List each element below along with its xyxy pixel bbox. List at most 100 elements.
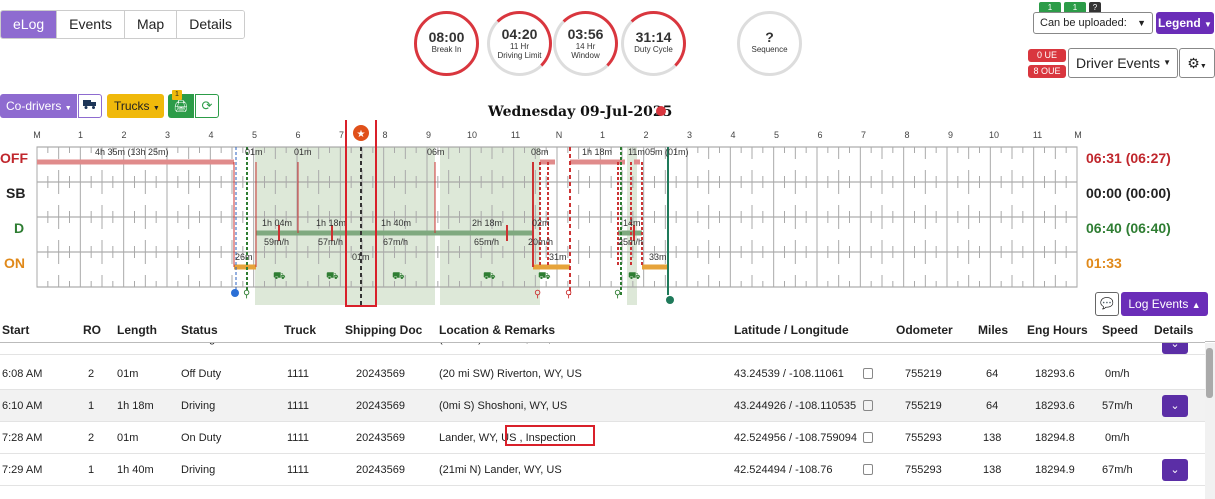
driver-events-select[interactable]: Driver Events ▼: [1068, 48, 1178, 78]
tab-map[interactable]: Map: [124, 11, 178, 38]
svg-text:⛟: ⛟: [326, 271, 339, 282]
date-status-icon: [656, 106, 666, 116]
comment-button[interactable]: 💬: [1095, 292, 1119, 316]
cell-latlon: 43.24539 / -108.11061: [734, 368, 844, 380]
col-status: Status: [181, 323, 218, 337]
log-events-button[interactable]: Log Events ▲: [1121, 292, 1208, 316]
tab-events[interactable]: Events: [57, 11, 125, 38]
trucks-label: Trucks: [114, 99, 150, 113]
total-d: 06:40 (06:40): [1086, 220, 1171, 236]
legend-button[interactable]: Legend ▼: [1156, 12, 1214, 34]
codrivers-button[interactable]: Co-drivers ▼: [0, 94, 77, 118]
cell-latlon: 42.524494 / -108.76: [734, 464, 833, 476]
clock-value: 03:56: [567, 26, 604, 42]
cell-doc: 20243569: [356, 368, 405, 380]
hour-label: 11: [1033, 130, 1042, 140]
col-start: Start: [2, 323, 30, 337]
cell-truck: 1111: [287, 432, 310, 444]
log-grid: M 1 2 3 4 5 6 7 8 9 10 11 N 1 2 3 4 5 6 …: [33, 120, 1082, 307]
table-scrollbar[interactable]: [1205, 343, 1215, 499]
cell-miles: 64: [986, 368, 999, 380]
copy-icon[interactable]: [863, 432, 873, 443]
chevron-down-icon: ⌄: [1170, 400, 1180, 412]
hour-label: 2: [121, 130, 126, 140]
table-scrollbar-thumb[interactable]: [1206, 348, 1213, 398]
truck-count-badge: 1: [1064, 2, 1086, 14]
cell-ro: 1: [88, 464, 95, 476]
table-row[interactable]: 7:28 AM 2 01m On Duty 1111 20243569 Land…: [0, 422, 1205, 454]
svg-text:⚲: ⚲: [243, 289, 250, 300]
cell-speed: 0m/h: [1105, 368, 1130, 380]
svg-text:⛟: ⛟: [628, 271, 641, 282]
cell-miles: 138: [983, 432, 1002, 444]
cell-doc: 20243569: [356, 400, 405, 412]
expand-button[interactable]: ⌄: [1162, 395, 1188, 417]
speed-annotation: 59m/h: [264, 237, 289, 247]
table-row[interactable]: 6:08 AM 2 01m Off Duty 1111 20243569 (20…: [0, 358, 1205, 390]
cell-doc: 20243569: [356, 464, 405, 476]
caret-down-icon: ▼: [152, 105, 160, 112]
hour-label: 7: [861, 130, 866, 140]
cell-odometer: 755293: [905, 464, 942, 476]
cell-miles: 138: [983, 464, 1002, 476]
cell-truck: 1111: [287, 368, 310, 380]
cell-start: 7:28 AM: [2, 432, 43, 444]
cell-status: Off Duty: [181, 368, 222, 380]
col-miles: Miles: [978, 323, 1009, 337]
hour-label: 9: [948, 130, 953, 140]
tab-elog[interactable]: eLog: [1, 11, 58, 38]
settings-button[interactable]: ⚙▼: [1179, 48, 1215, 78]
speed-annotation: 67m/h: [383, 237, 408, 247]
off-annotation: 08m: [531, 147, 549, 157]
col-truck: Truck: [284, 323, 317, 337]
cell-status: On Duty: [181, 432, 222, 444]
chevron-up-icon: ▲: [1191, 300, 1201, 310]
clock-value: 04:20: [501, 26, 538, 42]
cell-eng: 18293.6: [1035, 368, 1075, 380]
truck-icon-button[interactable]: [78, 94, 102, 118]
speed-annotation: 57m/h: [318, 237, 343, 247]
cell-start: 6:08 AM: [2, 368, 43, 380]
off-annotation: 1h 18m: [582, 147, 612, 157]
cell-location: Lander, WY, US , Inspection: [439, 432, 576, 444]
driver-events-label: Driver Events: [1076, 55, 1161, 71]
svg-text:⛟: ⛟: [273, 271, 286, 282]
events-table-header-overlay: Start RO Length Status Truck Shipping Do…: [0, 320, 1215, 342]
cell-truck: 1111: [287, 400, 310, 412]
off-annotation: 01m: [245, 147, 263, 157]
tab-details[interactable]: Details: [177, 11, 244, 38]
window-clock: 03:56 14 Hr Window: [553, 11, 618, 76]
comment-icon: 💬: [1100, 298, 1114, 310]
hour-label: 2: [643, 130, 648, 140]
cell-latlon: 43.244926 / -108.110535: [734, 400, 857, 412]
cell-truck: 1111: [287, 464, 310, 476]
expand-button[interactable]: ⌄: [1162, 459, 1188, 481]
svg-text:⚲: ⚲: [534, 289, 541, 300]
hour-label: 3: [165, 130, 170, 140]
cell-doc: 20243569: [356, 432, 405, 444]
cell-start: 6:10 AM: [2, 400, 43, 412]
trucks-button[interactable]: Trucks ▼: [107, 94, 164, 118]
refresh-button[interactable]: ⟳: [195, 94, 219, 118]
cell-miles: 64: [986, 400, 999, 412]
cell-speed: 67m/h: [1102, 464, 1133, 476]
on-annotation: 01m: [352, 252, 370, 262]
hour-label: 1: [78, 130, 83, 140]
hour-label: 8: [382, 130, 387, 140]
table-row[interactable]: 6:10 AM 1 1h 18m Driving 1111 20243569 (…: [0, 390, 1205, 422]
chevron-down-icon: ▼: [1137, 18, 1146, 28]
upload-select[interactable]: Can be uploaded: ▼: [1033, 12, 1153, 34]
table-row[interactable]: 7:29 AM 1 1h 40m Driving 1111 20243569 (…: [0, 454, 1205, 486]
copy-icon[interactable]: [863, 464, 873, 475]
oue-badge: 8 OUE: [1028, 65, 1066, 78]
copy-icon[interactable]: [863, 368, 873, 379]
copy-icon[interactable]: [863, 400, 873, 411]
row-label-on: ON: [4, 255, 25, 271]
svg-text:⛟: ⛟: [392, 271, 405, 282]
clock-label: 14 Hr: [575, 42, 596, 51]
caret-down-icon: ▼: [1163, 58, 1171, 67]
off-annotation: 06m: [427, 147, 445, 157]
cell-ro: 1: [88, 400, 95, 412]
truck-icon: [83, 100, 96, 109]
hour-label: 4: [208, 130, 213, 140]
